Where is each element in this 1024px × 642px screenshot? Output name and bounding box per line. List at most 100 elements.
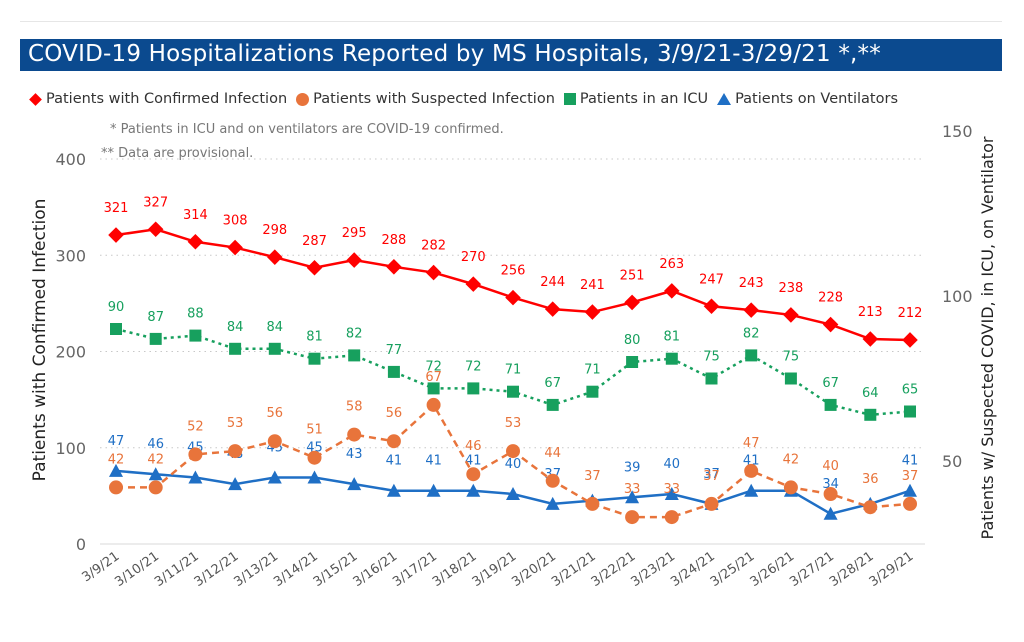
legend-item-icu[interactable]: Patients in an ICU: [563, 91, 708, 107]
data-point: [904, 405, 916, 418]
data-label: 33: [664, 482, 681, 497]
data-label: 44: [544, 446, 561, 461]
data-point: [267, 249, 283, 265]
data-point: [268, 342, 281, 355]
data-label: 321: [104, 201, 129, 216]
data-point: [507, 385, 519, 398]
data-label: 46: [465, 439, 482, 454]
data-label: 308: [223, 214, 248, 229]
data-label: 247: [699, 272, 724, 287]
data-point: [109, 463, 123, 477]
x-tick-label: 3/21/21: [549, 549, 599, 590]
data-label: 51: [306, 423, 323, 438]
x-tick-label: 3/18/21: [430, 549, 480, 590]
data-point: [267, 434, 282, 449]
x-tick-label: 3/15/21: [311, 549, 361, 590]
legend-item-ventilators[interactable]: Patients on Ventilators: [717, 91, 898, 107]
data-point: [704, 496, 719, 511]
data-label: 65: [902, 383, 919, 398]
data-point: [585, 496, 600, 511]
y-tick-label: 400: [55, 150, 86, 169]
data-label: 72: [465, 359, 482, 374]
data-point: [625, 510, 640, 525]
data-label: 67: [425, 370, 442, 385]
y-tick-label: 200: [55, 343, 86, 362]
x-tick-label: 3/26/21: [748, 549, 798, 590]
data-label: 238: [778, 281, 803, 296]
data-label: 67: [822, 376, 839, 391]
data-label: 212: [898, 306, 923, 321]
data-point: [308, 352, 321, 365]
x-tick-label: 3/23/21: [628, 549, 678, 590]
data-label: 82: [743, 326, 760, 341]
data-point: [228, 477, 243, 491]
data-label: 37: [703, 469, 720, 484]
data-label: 42: [147, 452, 164, 467]
data-label: 36: [862, 472, 879, 487]
data-point: [229, 342, 242, 355]
x-tick-label: 3/27/21: [787, 549, 837, 590]
data-point: [346, 252, 362, 268]
x-tick-label: 3/17/21: [390, 549, 440, 590]
data-label: 53: [505, 416, 522, 431]
data-point: [544, 301, 561, 317]
data-point: [227, 239, 243, 256]
data-label: 263: [659, 257, 684, 272]
data-point: [665, 352, 678, 365]
data-label: 327: [143, 195, 168, 210]
data-label: 243: [739, 276, 764, 291]
data-label: 88: [187, 307, 204, 322]
data-label: 282: [421, 239, 446, 254]
data-point: [624, 294, 640, 311]
data-label: 82: [346, 326, 363, 341]
data-label: 37: [584, 469, 601, 484]
note-icu-ventilators: * Patients in ICU and on ventilators are…: [110, 122, 504, 137]
x-tick-label: 3/22/21: [589, 549, 639, 590]
data-label: 314: [183, 208, 208, 223]
data-label: 40: [505, 457, 522, 472]
legend-label: Patients with Confirmed Infection: [46, 91, 288, 107]
data-point: [505, 289, 521, 306]
data-point: [307, 450, 322, 465]
data-label: 77: [386, 343, 403, 358]
data-point: [744, 463, 759, 478]
data-point: [823, 506, 838, 520]
data-point: [426, 397, 441, 412]
data-point: [586, 385, 599, 398]
data-label: 41: [743, 454, 760, 469]
note-provisional: ** Data are provisional.: [101, 146, 253, 161]
data-label: 52: [187, 419, 204, 434]
y2-tick-label: 150: [942, 122, 973, 141]
legend-item-confirmed[interactable]: Patients with Confirmed Infection: [28, 91, 287, 107]
data-point: [545, 496, 560, 510]
data-label: 33: [624, 482, 641, 497]
data-point: [149, 332, 162, 345]
data-label: 270: [461, 250, 486, 265]
data-label: 87: [147, 310, 164, 325]
data-point: [783, 480, 798, 495]
data-label: 56: [267, 406, 284, 421]
data-point: [467, 382, 480, 395]
data-point: [664, 510, 679, 525]
data-point: [108, 227, 124, 243]
data-point: [148, 480, 163, 495]
x-tick-label: 3/16/21: [351, 549, 401, 590]
y-tick-label: 300: [55, 246, 86, 265]
data-point: [903, 496, 917, 511]
x-tick-label: 3/14/21: [271, 549, 321, 590]
data-label: 40: [822, 459, 839, 474]
x-tick-label: 3/10/21: [112, 549, 162, 590]
top-divider: [20, 21, 1002, 22]
x-tick-label: 3/29/21: [867, 549, 917, 590]
data-point: [703, 298, 720, 315]
x-tick-label: 3/25/21: [708, 549, 758, 590]
data-label: 47: [108, 434, 125, 449]
data-point: [109, 480, 123, 495]
data-point: [386, 259, 402, 275]
legend-item-suspected[interactable]: Patients with Suspected Infection: [296, 91, 555, 107]
data-point: [784, 372, 797, 385]
data-point: [863, 500, 878, 515]
data-point: [307, 470, 322, 484]
y2-tick-label: 50: [942, 452, 962, 471]
data-point: [506, 487, 520, 500]
